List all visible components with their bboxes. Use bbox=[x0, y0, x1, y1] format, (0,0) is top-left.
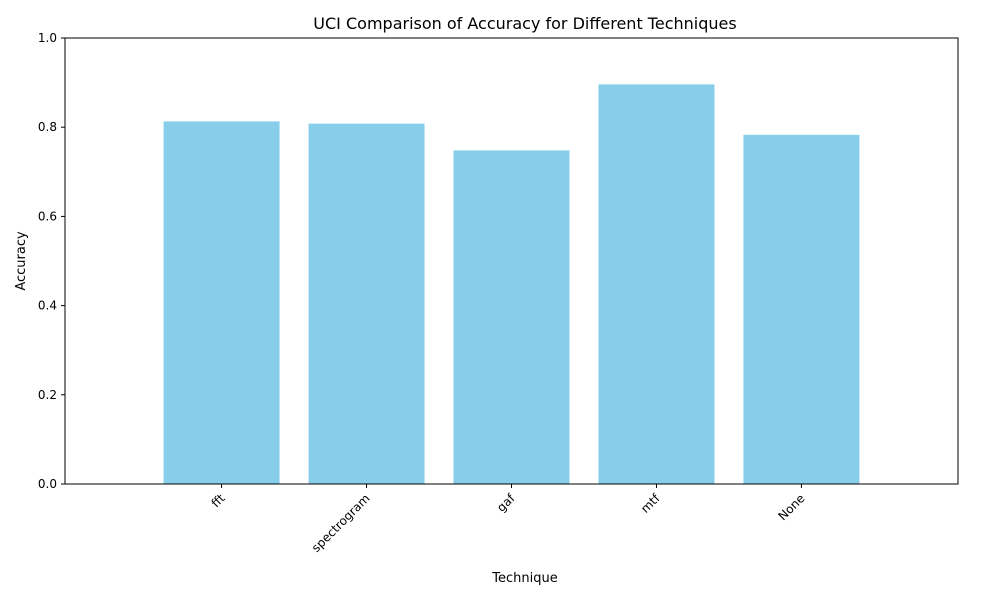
x-tick-label: None bbox=[776, 491, 808, 523]
x-axis-label: Technique bbox=[491, 571, 557, 586]
x-axis: fft spectrogram gaf mtf None bbox=[209, 484, 808, 555]
bar-fft bbox=[163, 121, 280, 484]
x-tick-label: fft bbox=[209, 491, 228, 510]
y-tick-label: 0.0 bbox=[38, 477, 57, 491]
bar-none bbox=[743, 134, 860, 485]
y-tick-label: 0.4 bbox=[38, 299, 57, 313]
bar-gaf bbox=[453, 150, 570, 484]
y-axis-label: Accuracy bbox=[14, 231, 29, 291]
y-tick-label: 0.6 bbox=[38, 209, 57, 223]
bar-mtf bbox=[598, 84, 715, 484]
y-tick-label: 0.8 bbox=[38, 120, 57, 134]
bar-spectrogram bbox=[308, 123, 425, 484]
bars-group bbox=[163, 84, 860, 485]
y-tick-label: 0.2 bbox=[38, 388, 57, 402]
chart-title: UCI Comparison of Accuracy for Different… bbox=[313, 14, 736, 33]
y-tick-label: 1.0 bbox=[38, 31, 57, 45]
x-tick-label: mtf bbox=[638, 491, 663, 516]
x-tick-label: spectrogram bbox=[309, 491, 373, 555]
y-axis: 0.0 0.2 0.4 0.6 0.8 1.0 bbox=[38, 31, 65, 491]
x-tick-label: gaf bbox=[494, 491, 518, 515]
